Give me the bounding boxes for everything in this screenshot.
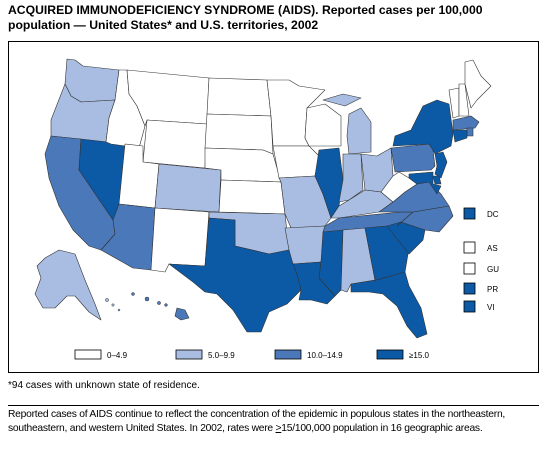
legend-item-1: 5.0–9.9 — [175, 349, 235, 360]
note-ge-symbol: > — [275, 422, 282, 434]
state-ks — [218, 179, 286, 215]
state-ma — [452, 115, 480, 131]
state-wy — [142, 119, 208, 169]
state-md — [408, 171, 442, 195]
legend-item-2: 10.0–14.9 — [274, 349, 343, 360]
map-title: ACQUIRED IMMUNODEFICIENCY SYNDROME (AIDS… — [8, 3, 483, 32]
divider — [8, 405, 539, 406]
territory-dc: DC — [463, 207, 499, 220]
state-de — [432, 175, 442, 185]
legend-label: ≥15.0 — [409, 351, 430, 360]
state-wi — [304, 103, 342, 147]
territory-swatch — [463, 282, 476, 295]
state-sc — [386, 221, 426, 255]
legend-label: 5.0–9.9 — [208, 351, 235, 360]
map-panel: DC AS GU PR VI 0–4.9 5.0–9.9 10.0 — [8, 41, 539, 373]
hawaii-island — [144, 296, 150, 302]
hawaii-island — [157, 301, 161, 305]
state-co — [154, 163, 222, 213]
hawaii-island — [164, 303, 168, 307]
territory-label: PR — [487, 285, 498, 294]
state-ct — [452, 129, 468, 143]
state-wa — [64, 58, 120, 103]
legend-label: 10.0–14.9 — [307, 351, 343, 360]
territory-legend: DC AS GU PR VI — [463, 207, 499, 313]
alaska-island — [111, 303, 115, 307]
state-nh — [458, 83, 470, 117]
legend-item-3: ≥15.0 — [376, 349, 430, 360]
state-nm — [150, 207, 210, 273]
state-ri — [466, 127, 474, 137]
rate-legend: 0–4.9 5.0–9.9 10.0–14.9 ≥15.0 — [74, 349, 430, 360]
state-mi — [322, 93, 372, 155]
note-text: Reported cases of AIDS continue to refle… — [8, 409, 506, 434]
state-fl — [350, 271, 428, 339]
alaska-island — [105, 298, 109, 302]
state-ak — [34, 249, 102, 321]
state-me — [464, 59, 492, 109]
alaska-island — [117, 308, 121, 312]
state-hi — [174, 307, 190, 321]
hawaii-islands — [131, 292, 168, 307]
territory-vi: VI — [463, 300, 495, 313]
state-sd — [204, 113, 274, 155]
summary-note: Reported cases of AIDS continue to refle… — [8, 408, 544, 435]
territory-swatch — [463, 262, 476, 275]
us-map: DC AS GU PR VI 0–4.9 5.0–9.9 10.0 — [34, 58, 499, 360]
state-nd — [206, 77, 272, 117]
state-pa — [390, 143, 436, 173]
legend-swatch — [274, 349, 302, 360]
note-text-end: 15/100,000 population in 16 geographic a… — [281, 422, 483, 434]
territory-label: AS — [487, 244, 498, 253]
legend-label: 0–4.9 — [107, 351, 128, 360]
territory-pr: PR — [463, 282, 498, 295]
territory-swatch — [463, 207, 476, 220]
legend-swatch — [74, 349, 102, 360]
territory-gu: GU — [463, 262, 499, 275]
alaska-islands — [105, 298, 121, 312]
territory-swatch — [463, 300, 476, 313]
legend-swatch — [376, 349, 404, 360]
state-ny — [392, 99, 454, 155]
hawaii-island — [131, 292, 135, 296]
territory-swatch — [463, 241, 476, 254]
territory-label: DC — [487, 210, 499, 219]
state-tx — [168, 217, 302, 333]
footnote: *94 cases with unknown state of residenc… — [8, 380, 200, 391]
territory-as: AS — [463, 241, 498, 254]
legend-swatch — [175, 349, 203, 360]
territory-label: VI — [487, 303, 495, 312]
state-ia — [272, 145, 320, 179]
territory-label: GU — [487, 265, 499, 274]
state-nj — [434, 151, 448, 179]
legend-item-0: 0–4.9 — [74, 349, 128, 360]
